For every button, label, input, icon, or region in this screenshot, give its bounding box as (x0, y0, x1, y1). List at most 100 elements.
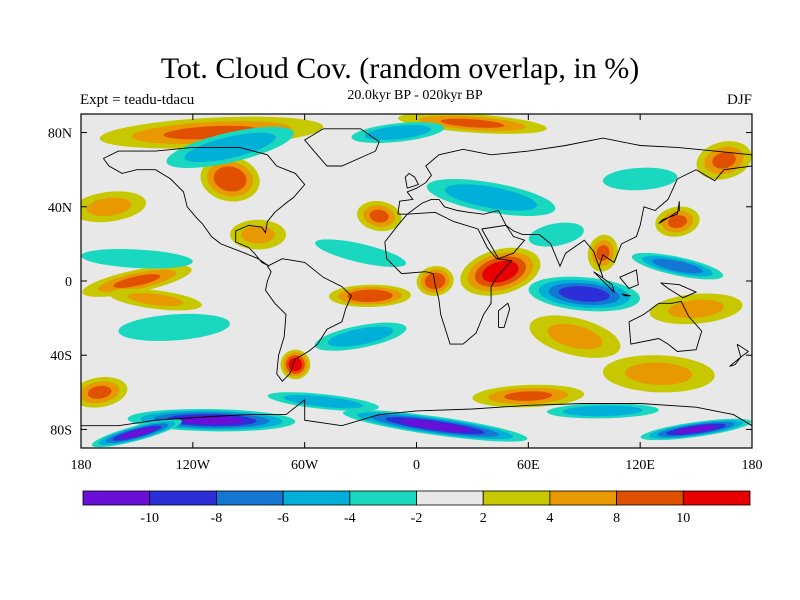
x-tick-label: 60E (517, 458, 540, 473)
anomaly-contour (192, 417, 231, 423)
anomaly-contour (220, 171, 240, 187)
coastline (619, 269, 639, 289)
coastline (397, 137, 752, 278)
anomaly-feature (91, 419, 182, 448)
anomaly-feature (200, 156, 260, 202)
anomaly-feature (426, 179, 556, 216)
anomaly-contour (299, 397, 348, 406)
anomaly-feature (460, 247, 541, 296)
plot-subtitle: 20.0kyr BP - 020kyr BP (347, 88, 483, 103)
anomaly-contour (413, 422, 457, 430)
colorbar-label: 8 (613, 511, 620, 526)
anomaly-feature (118, 313, 230, 341)
anomaly-feature (529, 315, 621, 358)
anomaly-contour (428, 276, 442, 286)
coastline (621, 293, 631, 297)
anomaly-contour (539, 227, 573, 242)
anomaly-feature (416, 266, 454, 296)
colorbar-swatch (282, 490, 351, 506)
experiment-label: Expt = teadu-tdacu (80, 92, 195, 108)
anomaly-feature (602, 167, 678, 191)
anomaly-feature (315, 239, 407, 268)
anomaly-contour (126, 429, 148, 437)
x-tick-label: 180 (71, 458, 92, 473)
anomaly-contour (547, 323, 603, 350)
colorbar-swatch (482, 490, 551, 506)
anomaly-contour (356, 292, 384, 300)
anomaly-contour (625, 362, 693, 385)
x-tick-label: 60W (291, 458, 319, 473)
anomaly-feature (230, 219, 287, 250)
colorbar-swatch (549, 490, 618, 506)
anomaly-feature (631, 252, 724, 280)
colorbar-swatch (682, 490, 751, 506)
colorbar-label: -8 (211, 511, 223, 526)
anomaly-feature (81, 249, 193, 269)
anomaly-feature (109, 288, 202, 311)
coastline (384, 211, 513, 345)
anomaly-contour (113, 274, 161, 288)
anomaly-feature (351, 122, 445, 143)
y-tick-label: 40S (50, 349, 72, 364)
coastline (481, 224, 526, 260)
colorbar-label: 4 (546, 511, 553, 526)
colorbar-label: 10 (676, 511, 690, 526)
coastline (81, 398, 752, 427)
x-tick-label: 120E (625, 458, 655, 473)
anomaly-contour (578, 407, 627, 415)
anomaly-feature (314, 322, 407, 351)
anomaly-contour (377, 128, 418, 138)
y-tick-label: 80N (48, 127, 72, 142)
anomaly-contour (617, 172, 663, 186)
anomaly-contour (241, 225, 275, 244)
anomaly-feature (472, 384, 585, 408)
anomaly-contour (667, 215, 687, 229)
coastline (736, 343, 750, 358)
anomaly-contour (291, 360, 300, 369)
colorbar-label: -2 (411, 511, 423, 526)
anomaly-feature (528, 222, 584, 247)
coastline (729, 356, 742, 367)
anomaly-contour (87, 385, 112, 399)
anomaly-feature (82, 265, 192, 297)
colorbar-label: 2 (480, 511, 487, 526)
colorbar-label: -10 (140, 511, 159, 526)
coastline (404, 172, 420, 189)
x-tick-label: 180 (742, 458, 763, 473)
colorbar-swatch (349, 490, 417, 506)
anomaly-feature (81, 191, 147, 223)
anomaly-contour (683, 426, 709, 432)
x-tick-label: 120W (176, 458, 211, 473)
colorbar-swatch (416, 490, 484, 506)
anomaly-contour (504, 391, 553, 401)
anomaly-contour (333, 244, 388, 262)
coastline (658, 201, 680, 224)
season-label: DJF (726, 92, 752, 108)
anomaly-feature (602, 355, 715, 393)
anomaly-feature (81, 377, 128, 408)
colorbar-label: -4 (344, 511, 356, 526)
coastline (593, 271, 615, 294)
plot-title: Tot. Cloud Cov. (random overlap, in %) (160, 52, 640, 85)
anomaly-contour (662, 261, 693, 271)
anomaly-contour (712, 152, 736, 169)
anomaly-contour (103, 252, 171, 265)
anomaly-feature (357, 200, 402, 232)
colorbar-swatch (215, 490, 284, 506)
anomaly-feature (640, 418, 752, 441)
anomaly-contour (440, 118, 505, 128)
anomaly-contour (140, 319, 208, 336)
coastline (498, 302, 511, 328)
anomaly-feature (655, 206, 700, 237)
colorbar-swatch (149, 490, 217, 506)
y-tick-label: 80S (50, 423, 72, 438)
colorbar-label: -6 (277, 511, 289, 526)
x-tick-label: 0 (413, 458, 420, 473)
y-tick-label: 0 (65, 275, 72, 290)
anomaly-contour (463, 189, 519, 206)
coastline (628, 300, 703, 352)
anomaly-feature (546, 403, 659, 419)
colorbar-swatch (82, 490, 151, 506)
anomaly-feature (328, 284, 411, 307)
